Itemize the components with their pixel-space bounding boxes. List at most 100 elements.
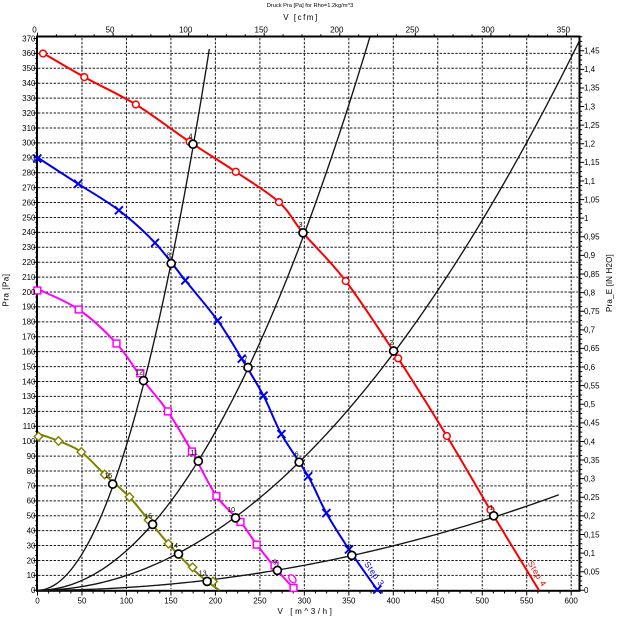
svg-text:100: 100 xyxy=(22,437,36,446)
svg-text:120: 120 xyxy=(22,407,36,416)
svg-text:290: 290 xyxy=(22,154,36,163)
svg-text:340: 340 xyxy=(22,79,36,88)
svg-text:320: 320 xyxy=(22,109,36,118)
svg-text:150: 150 xyxy=(255,26,269,35)
svg-text:0,4: 0,4 xyxy=(584,437,596,446)
svg-text:150: 150 xyxy=(22,362,36,371)
svg-text:0,6: 0,6 xyxy=(584,363,596,372)
svg-text:0,65: 0,65 xyxy=(584,344,600,353)
svg-text:180: 180 xyxy=(22,318,36,327)
svg-text:300: 300 xyxy=(481,26,495,35)
svg-text:0: 0 xyxy=(35,597,40,606)
svg-text:20: 20 xyxy=(27,556,36,565)
svg-text:3: 3 xyxy=(299,222,303,229)
svg-text:1,2: 1,2 xyxy=(584,140,596,149)
svg-text:Pra_E [iN H2O]: Pra_E [iN H2O] xyxy=(605,254,614,312)
svg-text:150: 150 xyxy=(164,597,178,606)
svg-text:15: 15 xyxy=(144,514,152,521)
svg-text:50: 50 xyxy=(78,597,87,606)
svg-text:0,05: 0,05 xyxy=(584,567,600,576)
svg-text:0,9: 0,9 xyxy=(584,251,596,260)
svg-text:40: 40 xyxy=(27,526,36,535)
svg-text:350: 350 xyxy=(342,597,356,606)
svg-text:250: 250 xyxy=(253,597,267,606)
svg-text:170: 170 xyxy=(22,333,36,342)
svg-text:0,7: 0,7 xyxy=(584,326,596,335)
svg-text:0,15: 0,15 xyxy=(584,530,600,539)
svg-text:500: 500 xyxy=(476,597,490,606)
svg-text:16: 16 xyxy=(104,473,112,480)
svg-text:10: 10 xyxy=(27,571,36,580)
svg-text:50: 50 xyxy=(106,26,115,35)
svg-text:550: 550 xyxy=(520,597,534,606)
svg-text:Pra [Pa]: Pra [Pa] xyxy=(2,274,11,307)
svg-text:0,95: 0,95 xyxy=(584,233,600,242)
svg-text:600: 600 xyxy=(565,597,579,606)
svg-text:190: 190 xyxy=(22,303,36,312)
svg-text:110: 110 xyxy=(23,422,36,431)
svg-text:280: 280 xyxy=(22,169,36,178)
svg-text:0: 0 xyxy=(32,26,37,35)
svg-text:0,55: 0,55 xyxy=(584,381,600,390)
svg-text:0: 0 xyxy=(584,586,589,595)
svg-text:0,35: 0,35 xyxy=(584,456,600,465)
svg-text:1,4: 1,4 xyxy=(584,65,596,74)
svg-text:160: 160 xyxy=(22,347,36,356)
svg-text:1: 1 xyxy=(489,505,493,512)
svg-text:270: 270 xyxy=(22,183,36,192)
svg-text:1,05: 1,05 xyxy=(584,195,600,204)
svg-text:0,3: 0,3 xyxy=(584,474,596,483)
svg-text:11: 11 xyxy=(191,450,198,457)
svg-text:90: 90 xyxy=(27,452,36,461)
svg-text:100: 100 xyxy=(179,26,193,35)
svg-text:1,25: 1,25 xyxy=(584,121,600,130)
svg-text:100: 100 xyxy=(120,597,134,606)
svg-text:0: 0 xyxy=(31,586,36,595)
svg-text:130: 130 xyxy=(22,392,36,401)
svg-text:50: 50 xyxy=(27,512,36,521)
svg-text:Druck Pra [Pa] for Rho=1.2kg/m: Druck Pra [Pa] for Rho=1.2kg/m^3 xyxy=(267,3,354,9)
svg-text:230: 230 xyxy=(22,243,36,252)
svg-text:450: 450 xyxy=(431,597,445,606)
svg-text:210: 210 xyxy=(22,273,36,282)
svg-text:300: 300 xyxy=(22,139,36,148)
svg-text:1,3: 1,3 xyxy=(584,102,596,111)
svg-text:200: 200 xyxy=(330,26,344,35)
svg-text:4: 4 xyxy=(189,133,193,140)
svg-text:1,15: 1,15 xyxy=(584,158,600,167)
svg-text:2: 2 xyxy=(389,340,393,347)
svg-text:250: 250 xyxy=(22,213,36,222)
svg-text:0,8: 0,8 xyxy=(584,288,596,297)
svg-text:350: 350 xyxy=(557,26,571,35)
svg-text:350: 350 xyxy=(22,64,36,73)
svg-text:14: 14 xyxy=(170,543,178,550)
svg-text:0,2: 0,2 xyxy=(584,512,596,521)
svg-text:6: 6 xyxy=(295,451,299,458)
svg-text:1,45: 1,45 xyxy=(584,47,600,56)
svg-text:9: 9 xyxy=(273,560,277,567)
svg-text:400: 400 xyxy=(387,597,401,606)
svg-text:8: 8 xyxy=(167,253,171,260)
svg-text:0,85: 0,85 xyxy=(584,270,600,279)
svg-text:30: 30 xyxy=(27,541,36,550)
svg-text:310: 310 xyxy=(22,124,36,133)
svg-text:7: 7 xyxy=(244,357,248,364)
svg-text:13: 13 xyxy=(199,571,207,578)
svg-text:0,45: 0,45 xyxy=(584,419,600,428)
svg-text:0,1: 0,1 xyxy=(584,549,596,558)
svg-text:240: 240 xyxy=(22,228,36,237)
svg-text:60: 60 xyxy=(27,497,36,506)
svg-text:200: 200 xyxy=(209,597,223,606)
svg-text:12: 12 xyxy=(135,370,143,377)
svg-text:0,25: 0,25 xyxy=(584,493,600,502)
svg-text:220: 220 xyxy=(22,258,36,267)
svg-text:0,75: 0,75 xyxy=(584,307,600,316)
svg-text:1,1: 1,1 xyxy=(584,177,596,186)
svg-text:1: 1 xyxy=(584,214,589,223)
svg-text:0,5: 0,5 xyxy=(584,400,596,409)
svg-text:200: 200 xyxy=(22,288,36,297)
svg-text:260: 260 xyxy=(22,198,36,207)
svg-text:80: 80 xyxy=(27,467,36,476)
svg-text:10: 10 xyxy=(227,507,235,514)
svg-text:70: 70 xyxy=(27,482,36,491)
